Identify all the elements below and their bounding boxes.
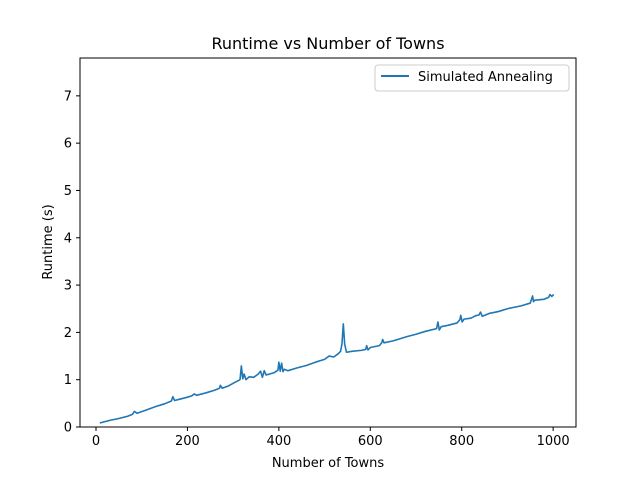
- x-tick-label: 600: [358, 434, 383, 449]
- y-tick-label: 0: [64, 421, 72, 436]
- legend-label-simulated-annealing: Simulated Annealing: [418, 70, 553, 85]
- y-tick-label: 6: [64, 137, 72, 152]
- legend: Simulated Annealing: [374, 64, 570, 92]
- y-tick-label: 5: [64, 184, 72, 199]
- y-tick-label: 7: [64, 89, 72, 104]
- x-axis-ticks: 0 200 400 600 800 1000: [92, 427, 570, 449]
- plot-area: [79, 57, 577, 428]
- series-line-simulated-annealing: [99, 293, 555, 424]
- x-tick-label: 400: [266, 434, 291, 449]
- y-tick-label: 4: [64, 231, 72, 246]
- y-axis-label: Runtime (s): [41, 204, 56, 279]
- axes-frame: [79, 57, 577, 428]
- x-tick-label: 0: [92, 434, 100, 449]
- y-axis-ticks: 0 1 2 3 4 5 6 7: [64, 89, 80, 436]
- x-tick-label: 200: [175, 434, 200, 449]
- y-tick-label: 2: [64, 326, 72, 341]
- x-tick-label: 1000: [537, 434, 570, 449]
- y-tick-label: 3: [64, 279, 72, 294]
- series-layer: [99, 293, 555, 424]
- y-tick-label: 1: [64, 373, 72, 388]
- legend-box: [374, 64, 570, 92]
- x-tick-label: 800: [449, 434, 474, 449]
- x-axis-label: Number of Towns: [272, 456, 385, 471]
- chart-title: Runtime vs Number of Towns: [211, 34, 444, 53]
